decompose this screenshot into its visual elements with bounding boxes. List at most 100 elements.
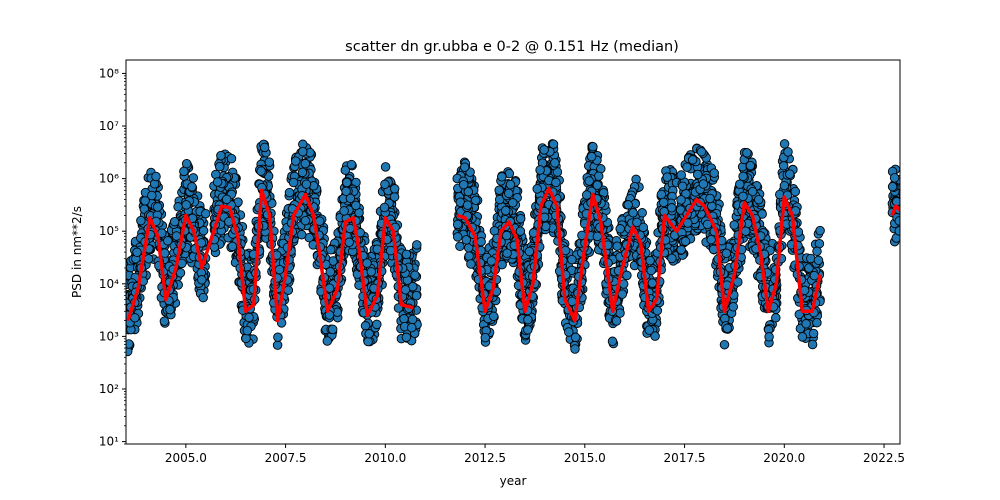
scatter-point (173, 202, 183, 212)
chart-title: scatter dn gr.ubba e 0-2 @ 0.151 Hz (med… (345, 39, 679, 55)
scatter-point (406, 322, 417, 333)
scatter-point (806, 253, 816, 264)
scatter-point (363, 336, 373, 347)
scatter-point (889, 173, 900, 183)
scatter-point (696, 147, 707, 157)
scatter-point (535, 165, 545, 175)
scatter-point (632, 217, 642, 228)
scatter-point (588, 141, 598, 152)
scatter-point (401, 249, 412, 260)
scatter-point (692, 169, 703, 180)
scatter-point (501, 230, 512, 241)
scatter-point (505, 179, 516, 190)
scatter-point (607, 336, 618, 347)
scatter-point (244, 312, 254, 323)
scatter-point (126, 339, 134, 349)
scatter-point (136, 215, 146, 226)
scatter-point (143, 254, 154, 264)
scatter-point (410, 270, 420, 280)
scatter-point (646, 265, 656, 276)
scatter-point (515, 213, 526, 224)
scatter-point (508, 198, 518, 208)
scatter-point (459, 162, 470, 172)
scatter-point (676, 170, 687, 180)
scatter-point (179, 166, 189, 177)
scatter-point (812, 246, 822, 257)
scatter-point (676, 195, 686, 205)
scatter-point (389, 184, 400, 194)
scatter-point (707, 201, 717, 211)
scatter-point (753, 194, 764, 205)
scatter-point (721, 248, 732, 259)
scatter-point (163, 236, 173, 246)
scatter-point (344, 237, 354, 248)
scatter-point (808, 328, 819, 339)
scatter-point (322, 336, 333, 346)
scatter-point (894, 216, 900, 226)
y-tick-label: 10⁵ (99, 224, 119, 238)
scatter-point (326, 245, 336, 255)
scatter-point (188, 173, 199, 183)
scatter-point (455, 241, 465, 252)
scatter-point (360, 321, 371, 331)
scatter-point (212, 177, 223, 187)
scatter-point (612, 241, 622, 251)
scatter-point (273, 332, 283, 342)
y-tick-label: 10⁶ (99, 172, 119, 186)
scatter-point (676, 245, 686, 255)
scatter-point (812, 317, 822, 328)
scatter-point (567, 254, 577, 265)
scatter-point (515, 226, 526, 236)
scatter-point (504, 188, 514, 199)
scatter-point (539, 145, 549, 155)
x-tick-label: 2022.5 (863, 451, 905, 465)
scatter-point (709, 168, 719, 178)
scatter-point (300, 215, 311, 226)
scatter-point (200, 208, 211, 219)
x-tick-label: 2020.0 (763, 451, 805, 465)
y-axis: 10¹ 10² 10³ 10⁴ 10⁵ 10⁶ 10⁷ 10⁸ (99, 66, 126, 449)
scatter-point (227, 241, 238, 252)
scatter-point (226, 153, 237, 164)
scatter-point (722, 323, 733, 334)
scatter-point (342, 177, 352, 188)
scatter-point (813, 255, 824, 266)
scatter-point (623, 200, 633, 210)
scatter-point (152, 202, 163, 212)
scatter-point (680, 236, 691, 247)
scatter-point (738, 191, 748, 202)
scatter-point (339, 206, 349, 216)
scatter-point (567, 296, 577, 307)
scatter-point (807, 339, 818, 350)
scatter-point (412, 240, 422, 250)
scatter-point (785, 169, 795, 179)
scatter-point (705, 193, 715, 204)
scatter-point (742, 148, 752, 158)
scatter-point (362, 258, 372, 268)
scatter-point (564, 327, 574, 337)
scatter-point (171, 231, 182, 241)
scatter-point (887, 181, 898, 192)
y-tick-label: 10⁸ (99, 66, 119, 80)
x-axis: 2005.0 2007.5 2010.0 2012.5 2015.0 2017.5 2020… (165, 444, 905, 465)
scatter-point (452, 219, 463, 230)
scatter-point (500, 205, 511, 216)
scatter-point (540, 221, 551, 232)
scatter-point (779, 180, 790, 191)
scatter-point (494, 185, 504, 195)
y-tick-label: 10² (99, 382, 119, 396)
scatter-point (151, 171, 161, 182)
scatter-point (464, 251, 474, 261)
scatter-point (551, 177, 561, 188)
scatter-point (584, 176, 594, 186)
scatter-point (797, 332, 808, 342)
scatter-point (523, 314, 533, 325)
scatter-point (272, 340, 283, 350)
x-axis-label: year (500, 474, 527, 488)
scatter-point (380, 179, 390, 190)
y-tick-label: 10³ (99, 329, 119, 343)
scatter-point (687, 155, 698, 165)
scatter-point (586, 151, 597, 162)
scatter-point (297, 167, 308, 178)
scatter-point (284, 187, 295, 198)
